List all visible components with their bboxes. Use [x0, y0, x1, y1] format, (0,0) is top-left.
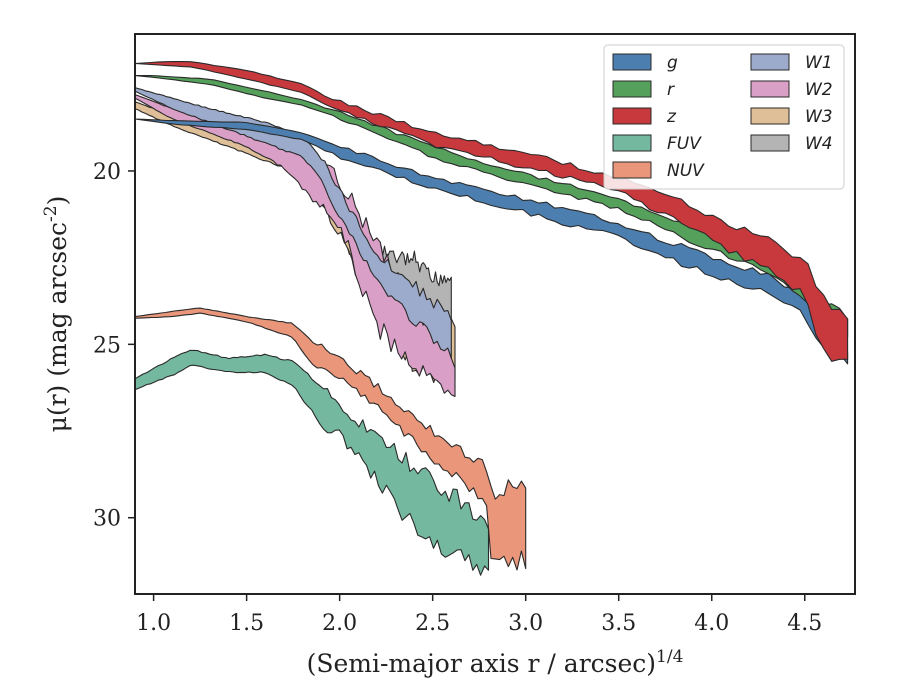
legend-label-nuv: NUV	[667, 161, 705, 181]
x-ticks: 1.0 1.5 2.0 2.5 3.0 3.5 4.0 4.5	[136, 594, 822, 636]
legend: grz FUV NUV W1 W2 W3 W4	[603, 44, 845, 190]
legend-swatch-z	[612, 107, 652, 125]
y-tick-label: 20	[93, 160, 121, 185]
plot-frame	[134, 33, 856, 595]
legend-swatch-w2	[750, 80, 790, 98]
legend-label-fuv: FUV	[667, 134, 702, 154]
x-tick-label: 4.0	[694, 611, 729, 636]
series-band-fuv	[134, 349, 490, 576]
legend-swatch-w3	[750, 107, 790, 125]
y-ticks: 20 25 30	[93, 160, 135, 532]
x-tick-label: 1.0	[136, 611, 171, 636]
legend-label-w4: W4	[805, 134, 833, 154]
series-band-z	[134, 61, 849, 362]
x-tick-label: 3.0	[508, 611, 543, 636]
x-tick-label: 4.5	[787, 611, 822, 636]
series-band-nuv	[134, 307, 527, 571]
legend-swatch-nuv	[612, 161, 652, 179]
legend-swatch-fuv	[612, 134, 652, 152]
legend-swatch-w4	[750, 134, 790, 152]
legend-swatch-g	[612, 53, 652, 71]
legend-label-w2: W2	[805, 80, 833, 100]
y-tick-label: 30	[93, 507, 121, 532]
legend-label-w1: W1	[805, 53, 833, 73]
series-layer	[134, 61, 849, 576]
legend-label-w3: W3	[805, 107, 833, 127]
y-tick-label: 25	[93, 333, 121, 358]
x-tick-label: 1.5	[229, 611, 264, 636]
series-band-w1	[134, 87, 452, 359]
legend-label-z: z	[666, 107, 677, 127]
x-tick-label: 2.0	[322, 611, 357, 636]
legend-label-r: r	[667, 80, 675, 100]
legend-swatch-r	[612, 80, 652, 98]
legend-label-g: g	[667, 53, 678, 73]
x-tick-label: 3.5	[601, 611, 636, 636]
legend-swatch-w1	[750, 53, 790, 71]
x-tick-label: 2.5	[415, 611, 450, 636]
y-axis-label: μ(r) (mag arcsec-2)	[41, 196, 72, 433]
x-axis-label: (Semi-major axis r / arcsec)1/4	[307, 647, 684, 678]
